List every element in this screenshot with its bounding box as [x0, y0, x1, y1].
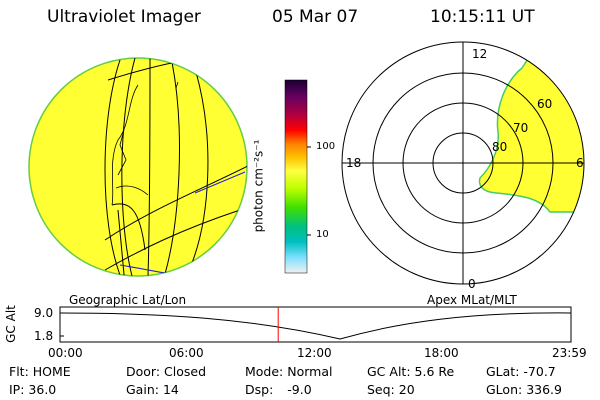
lat-label-80: 80	[492, 140, 508, 154]
time-tick-1200: 12:00	[297, 346, 332, 360]
apex-label: Apex MLat/MLT	[427, 293, 517, 307]
colorbar-label-10: 10	[316, 229, 329, 240]
mode-value: Normal	[287, 364, 333, 379]
colorbar	[284, 79, 311, 274]
status-glat: GLat: -70.7	[486, 364, 556, 379]
ip-value: 36.0	[28, 382, 57, 397]
observation-time: 10:15:11 UT	[430, 7, 535, 27]
geographic-map	[28, 57, 248, 277]
mlt-label-18: 18	[346, 156, 362, 170]
observation-date: 05 Mar 07	[272, 7, 359, 27]
time-tick-0600: 06:00	[169, 346, 204, 360]
seq-value: 20	[398, 382, 415, 397]
altitude-ylabel: GC Alt	[3, 305, 18, 343]
geographic-label: Geographic Lat/Lon	[69, 293, 187, 307]
altitude-plot-frame	[59, 306, 572, 343]
status-mode: Mode: Normal	[245, 364, 333, 379]
dsp-value: -9.0	[287, 382, 312, 397]
status-gain: Gain: 14	[126, 382, 179, 397]
mlt-label-12: 12	[472, 47, 488, 61]
gcalt-value: 5.6 Re	[414, 364, 455, 379]
time-tick-2359: 23:59	[552, 346, 587, 360]
colorbar-unit-label: photon cm⁻²s⁻¹	[251, 139, 266, 233]
gain-value: 14	[162, 382, 179, 397]
status-door: Door: Closed	[126, 364, 207, 379]
status-seq: Seq: 20	[367, 382, 415, 397]
lat-label-60: 60	[537, 97, 553, 111]
door-value: Closed	[164, 364, 207, 379]
altitude-plot	[59, 306, 572, 343]
time-tick-0000: 00:00	[48, 346, 83, 360]
coastlines	[111, 81, 179, 206]
altitude-ytick-9: 9.0	[34, 306, 54, 320]
lat-label-70: 70	[513, 121, 529, 135]
altitude-curve	[59, 312, 572, 340]
time-tick-1800: 18:00	[424, 346, 459, 360]
flt-value: HOME	[32, 364, 71, 379]
status-ip: IP: 36.0	[9, 382, 57, 397]
status-dsp: Dsp: -9.0	[245, 382, 312, 397]
status-flt: Flt: HOME	[9, 364, 71, 379]
earth-disk	[28, 57, 248, 277]
status-glon: GLon: 336.9	[486, 382, 562, 397]
instrument-title: Ultraviolet Imager	[47, 7, 201, 27]
status-gcalt: GC Alt: 5.6 Re	[367, 364, 455, 379]
mlt-label-0: 0	[468, 277, 476, 291]
colorbar-label-100: 100	[316, 141, 336, 152]
polar-plot	[341, 41, 585, 285]
mlt-label-6: 6	[576, 156, 584, 170]
glat-value: -70.7	[523, 364, 556, 379]
graticule-lines	[104, 58, 247, 276]
polar-grid	[341, 41, 585, 285]
colorbar-gradient	[284, 79, 308, 274]
altitude-ytick-1-8: 1.8	[34, 329, 54, 343]
glon-value: 336.9	[526, 382, 562, 397]
